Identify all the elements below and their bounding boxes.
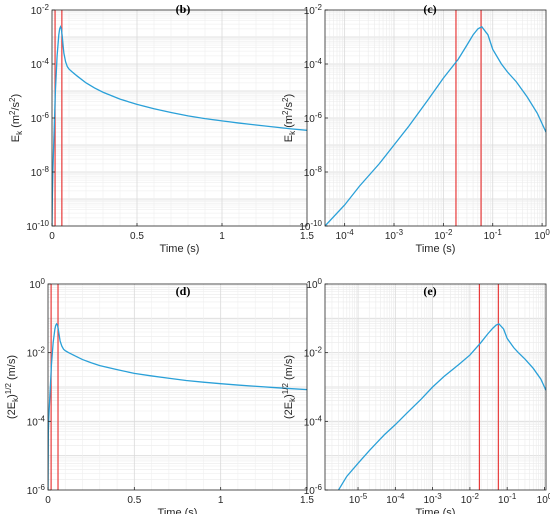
x-tick-label: 100: [534, 228, 550, 242]
x-tick-label: 10-1: [498, 492, 517, 506]
series-line: [48, 322, 307, 490]
y-tick-label: 10-4: [304, 414, 323, 428]
x-tick-label: 100: [537, 492, 550, 506]
panel-e: 10-5 10-4 10-3 10-2 10-1 100 10-6 10-4 10-2 100 Ti…: [281, 277, 550, 514]
y-tick-label: 100: [306, 277, 322, 291]
panel-title: (e): [423, 284, 436, 298]
y-axis-label: Ek (m2/s2): [8, 94, 24, 142]
y-tick-label: 10-4: [31, 57, 50, 71]
x-axis-label: Time (s): [158, 507, 198, 514]
x-tick-label: 1.5: [300, 231, 314, 242]
x-tick-label: 10-2: [434, 228, 453, 242]
x-tick-label: 10-1: [484, 228, 503, 242]
panel-d: 0 0.5 1 1.5 10-6 10-4 10-2 100 Time (s) (2Ek)1/2 …: [4, 277, 314, 514]
panel-b: 0 0.5 1 1.5 10-10 10-8 10-6 10-4 10-2 Time (s) Ek …: [8, 3, 314, 255]
x-tick-label: 10-3: [385, 228, 404, 242]
x-axis-label: Time (s): [416, 243, 456, 255]
y-tick-label: 10-6: [304, 483, 323, 497]
y-tick-label: 10-10: [26, 219, 49, 233]
y-tick-label: 10-4: [304, 57, 323, 71]
y-tick-label: 10-10: [299, 219, 322, 233]
y-axis-label: (2Ek)1/2 (m/s): [4, 355, 20, 419]
y-tick-label: 10-6: [27, 483, 46, 497]
x-tick-label: 0.5: [127, 495, 141, 506]
panel-c: 10-4 10-3 10-2 10-1 100 10-10 10-8 10-6 10-4 10-2…: [281, 3, 550, 255]
x-tick-label: 10-4: [386, 492, 405, 506]
y-tick-label: 10-2: [27, 346, 46, 360]
minor-grid: [48, 284, 307, 490]
panel-title: (c): [423, 2, 436, 16]
x-axis-label: Time (s): [160, 243, 200, 255]
y-tick-label: 10-2: [31, 3, 50, 17]
axes-box: [324, 283, 547, 491]
y-tick-label: 10-2: [304, 346, 323, 360]
y-tick-label: 10-4: [27, 414, 46, 428]
x-axis-label: Time (s): [416, 507, 456, 514]
x-tick-label: 10-3: [423, 492, 442, 506]
series-line: [325, 25, 546, 226]
panel-title: (b): [176, 2, 191, 16]
minor-grid: [325, 284, 546, 490]
y-tick-label: 10-8: [31, 165, 50, 179]
x-tick-label: 0.5: [130, 231, 144, 242]
y-tick-label: 10-8: [304, 165, 323, 179]
series-line: [337, 323, 546, 490]
x-tick-label: 1.5: [300, 495, 314, 506]
x-tick-label: 10-5: [349, 492, 368, 506]
y-axis-label: Ek (m2/s2): [281, 94, 297, 142]
x-tick-label: 0: [49, 231, 55, 242]
x-tick-label: 1: [218, 495, 224, 506]
series-line: [52, 24, 307, 226]
x-tick-label: 10-4: [336, 228, 355, 242]
y-tick-label: 100: [29, 277, 45, 291]
x-tick-label: 1: [219, 231, 225, 242]
panel-title: (d): [176, 284, 191, 298]
y-tick-label: 10-2: [304, 3, 323, 17]
axes-box: [47, 283, 308, 491]
y-axis-label: (2Ek)1/2 (m/s): [281, 355, 297, 419]
y-tick-label: 10-6: [304, 111, 323, 125]
minor-grid: [325, 10, 546, 226]
x-tick-label: 0: [45, 495, 51, 506]
x-tick-label: 10-2: [461, 492, 480, 506]
y-tick-label: 10-6: [31, 111, 50, 125]
